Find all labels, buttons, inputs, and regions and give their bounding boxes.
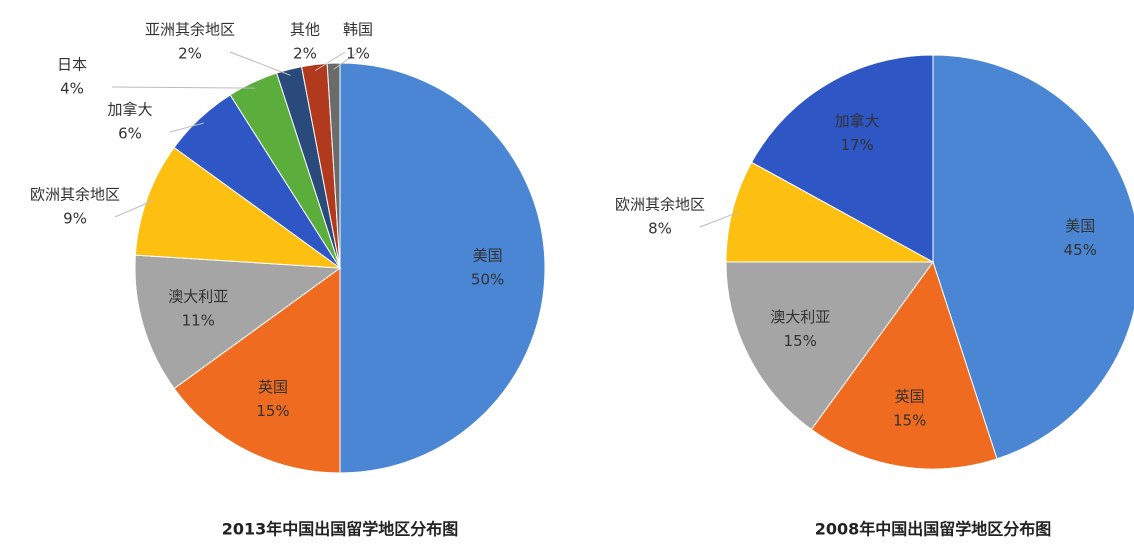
slice-value-label: 50% [471, 271, 504, 289]
slice-value-label: 15% [784, 332, 817, 350]
slice-label: 其他 [290, 21, 320, 39]
slice-value-label: 45% [1064, 241, 1097, 259]
slice-label: 韩国 [343, 21, 373, 39]
slice-value-label: 4% [60, 80, 84, 98]
slice-label: 澳大利亚 [770, 308, 830, 326]
leader-line [699, 211, 739, 228]
leader-line [114, 200, 154, 218]
pie-slice [725, 161, 934, 263]
slice-value-label: 2% [293, 45, 317, 63]
pie-slice [339, 62, 546, 474]
leader-line [314, 51, 346, 72]
slice-label: 英国 [895, 388, 925, 406]
slice-label: 亚洲其余地区 [145, 21, 235, 39]
leader-line [111, 86, 256, 89]
leader-line [229, 51, 291, 76]
slice-label: 美国 [1065, 217, 1095, 235]
slice-label: 日本 [57, 56, 87, 74]
slice-label: 英国 [258, 378, 288, 396]
slice-value-label: 9% [63, 210, 87, 228]
leader-line [169, 122, 205, 133]
pie-slice [134, 254, 342, 390]
slice-value-label: 1% [346, 45, 370, 63]
slice-value-label: 2% [178, 45, 202, 63]
slice-label: 加拿大 [835, 112, 880, 130]
slice-value-label: 15% [893, 412, 926, 430]
pie-slice [326, 62, 341, 269]
slice-value-label: 17% [840, 136, 873, 154]
slice-label: 澳大利亚 [168, 288, 228, 306]
slice-label: 加拿大 [107, 101, 152, 119]
pie-slice [932, 54, 1134, 460]
pie-slice [173, 267, 341, 474]
slice-value-label: 15% [256, 402, 289, 420]
chart-title: 2008年中国出国留学地区分布图 [815, 520, 1052, 539]
leader-line [333, 51, 359, 70]
pie-slice [750, 54, 934, 263]
pie-slice [134, 146, 342, 269]
chart-title: 2013年中国出国留学地区分布图 [222, 520, 459, 539]
slice-value-label: 6% [118, 125, 142, 143]
slice-label: 欧洲其余地区 [615, 196, 705, 214]
slice-label: 欧洲其余地区 [30, 186, 120, 204]
slice-value-label: 11% [182, 312, 215, 330]
pie-slice [725, 261, 934, 431]
slice-label: 美国 [473, 247, 503, 265]
slice-value-label: 8% [648, 220, 672, 238]
pie-slice [810, 260, 998, 470]
